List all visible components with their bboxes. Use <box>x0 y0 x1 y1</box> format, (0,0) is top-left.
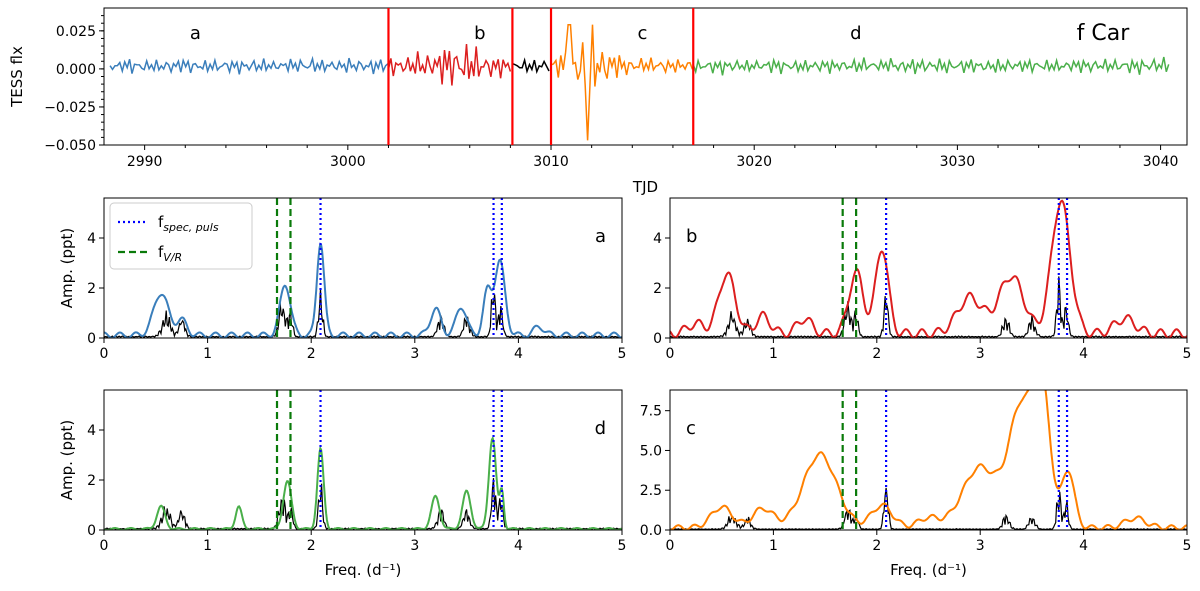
periodogram-panel-c: 0 1 2 3 4 5 0.0 2.5 5.0 7.5 Freq. (d⁻¹) c <box>640 389 1192 579</box>
legend-label-sub: spec, puls <box>163 221 219 234</box>
y-tick-label: 0.000 <box>56 62 96 78</box>
x-tick-label: 3040 <box>1143 154 1179 170</box>
y-tick-label: 0 <box>87 331 96 347</box>
x-tick-label: 3010 <box>533 154 569 170</box>
legend-label-base: f <box>158 213 164 231</box>
x-tick-label: 3 <box>976 346 985 362</box>
x-tick-label: 0 <box>666 346 675 362</box>
segment-spectrum-line <box>670 199 1187 338</box>
y-tick-label: 0.025 <box>56 24 96 40</box>
x-tick-label: 3 <box>976 538 985 554</box>
y-tick-label: −0.025 <box>44 100 96 116</box>
x-tick-label: 3000 <box>330 154 366 170</box>
legend-label-sub: V/R <box>163 251 182 264</box>
plot-area <box>104 390 622 530</box>
x-tick-label: 1 <box>203 538 212 554</box>
x-tick-label: 2 <box>872 538 881 554</box>
x-tick-label: 5 <box>618 346 627 362</box>
y-tick-label: 5.0 <box>640 443 662 459</box>
segment-label: d <box>850 23 861 44</box>
y-tick-label: 2 <box>87 281 96 297</box>
plot-frame <box>669 389 1188 531</box>
segment-label: a <box>190 23 201 44</box>
x-tick-label: 1 <box>203 346 212 362</box>
x-tick-label: 2990 <box>127 154 163 170</box>
y-tick-label: 2.5 <box>640 483 662 499</box>
x-tick-label: 1 <box>769 538 778 554</box>
lightcurve-panel: 2990 3000 3010 3020 3030 3040 −0.050 −0.025 0.00… <box>8 7 1188 196</box>
plot-area <box>104 198 622 338</box>
x-tick-label: 4 <box>1079 538 1088 554</box>
x-tick-label: 2 <box>872 346 881 362</box>
plot-frame <box>103 197 623 339</box>
x-tick-label: 5 <box>618 538 627 554</box>
reference-spectrum-line <box>104 288 622 338</box>
series-line-a <box>109 55 389 75</box>
y-tick-label: 4 <box>653 231 662 247</box>
x-axis-label: Freq. (d⁻¹) <box>890 561 967 579</box>
x-tick-label: 0 <box>100 346 109 362</box>
x-tick-label: 1 <box>769 346 778 362</box>
x-tick-label: 3020 <box>736 154 772 170</box>
y-tick-label: 4 <box>87 423 96 439</box>
x-axis-label: Freq. (d⁻¹) <box>325 561 402 579</box>
panel-label: a <box>595 226 606 247</box>
y-axis-label: TESS flx <box>8 46 26 108</box>
panel-label: b <box>686 226 697 247</box>
x-tick-label: 5 <box>1183 346 1192 362</box>
x-tick-label: 4 <box>1079 346 1088 362</box>
series-line-d <box>692 56 1170 76</box>
legend-label-base: f <box>158 243 164 261</box>
periodogram-panel-d: 0 1 2 3 4 5 0 2 4 Amp. (ppt) Freq. (d⁻¹) d <box>58 389 627 579</box>
y-axis-label: Amp. (ppt) <box>58 228 76 309</box>
segment-label: b <box>474 23 485 44</box>
series-line-b <box>387 43 512 86</box>
x-tick-label: 0 <box>100 538 109 554</box>
figure-title: f Car <box>1077 21 1131 46</box>
plot-area <box>670 198 1187 338</box>
y-axis-label: Amp. (ppt) <box>58 420 76 501</box>
periodogram-panel-b: 0 1 2 3 4 5 0 2 4 b <box>653 197 1192 362</box>
y-tick-label: 0 <box>87 523 96 539</box>
y-tick-label: −0.050 <box>44 138 96 154</box>
y-tick-label: 7.5 <box>640 404 662 420</box>
x-tick-label: 2 <box>307 346 316 362</box>
legend-label: fV/R <box>158 243 182 264</box>
reference-spectrum-line <box>104 478 622 530</box>
y-tick-label: 2 <box>653 281 662 297</box>
x-tick-label: 3030 <box>940 154 976 170</box>
plot-frame <box>669 197 1188 339</box>
x-axis-label: TJD <box>632 178 658 196</box>
segment-label: c <box>637 23 647 44</box>
x-tick-label: 5 <box>1183 538 1192 554</box>
y-tick-label: 0.0 <box>640 523 662 539</box>
reference-spectrum-line <box>670 487 1187 530</box>
y-tick-label: 4 <box>87 231 96 247</box>
series-line-c <box>550 23 694 141</box>
x-tick-label: 3 <box>410 538 419 554</box>
x-tick-label: 4 <box>514 346 523 362</box>
plot-frame <box>103 389 623 531</box>
panel-label: d <box>595 418 606 439</box>
segment-spectrum-line <box>104 242 622 338</box>
y-tick-label: 0 <box>653 331 662 347</box>
x-tick-label: 3 <box>410 346 419 362</box>
legend-label: fspec, puls <box>158 213 219 234</box>
y-tick-label: 2 <box>87 473 96 489</box>
x-tick-label: 4 <box>514 538 523 554</box>
x-tick-label: 0 <box>666 538 675 554</box>
panel-label: c <box>686 418 696 439</box>
series-line-gap <box>512 57 550 75</box>
x-tick-label: 2 <box>307 538 316 554</box>
